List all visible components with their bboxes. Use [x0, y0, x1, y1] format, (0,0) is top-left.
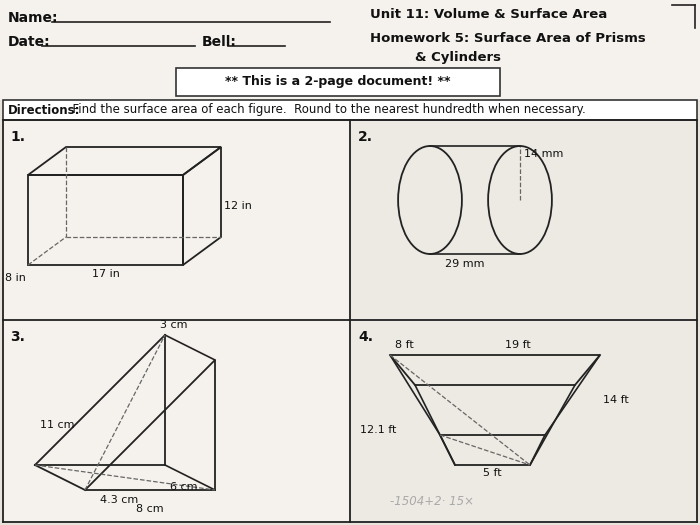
Text: 3 cm: 3 cm: [160, 320, 188, 330]
Text: 1.: 1.: [10, 130, 25, 144]
FancyBboxPatch shape: [351, 121, 696, 319]
FancyBboxPatch shape: [3, 100, 697, 120]
FancyBboxPatch shape: [4, 321, 349, 521]
Text: 12 in: 12 in: [224, 201, 252, 211]
Text: Unit 11: Volume & Surface Area: Unit 11: Volume & Surface Area: [370, 7, 608, 20]
Text: Find the surface area of each figure.  Round to the nearest hundredth when neces: Find the surface area of each figure. Ro…: [65, 103, 586, 117]
Text: 4.3 cm: 4.3 cm: [100, 495, 139, 505]
Text: 17 in: 17 in: [92, 269, 120, 279]
Text: ** This is a 2-page document! **: ** This is a 2-page document! **: [225, 76, 451, 89]
Text: Name:: Name:: [8, 11, 59, 25]
Text: 6 cm: 6 cm: [170, 482, 197, 492]
Text: 3.: 3.: [10, 330, 25, 344]
Text: & Cylinders: & Cylinders: [415, 51, 501, 65]
Text: 5 ft: 5 ft: [483, 468, 501, 478]
FancyBboxPatch shape: [0, 0, 700, 100]
Text: 8 ft: 8 ft: [395, 340, 414, 350]
Text: 8 in: 8 in: [5, 273, 26, 283]
Text: 11 cm: 11 cm: [40, 420, 74, 430]
Text: Homework 5: Surface Area of Prisms: Homework 5: Surface Area of Prisms: [370, 32, 645, 45]
FancyBboxPatch shape: [351, 321, 696, 521]
Text: Date:: Date:: [8, 35, 50, 49]
FancyBboxPatch shape: [4, 121, 349, 319]
Text: Bell:: Bell:: [202, 35, 237, 49]
Text: Directions:: Directions:: [8, 103, 81, 117]
Text: 2.: 2.: [358, 130, 373, 144]
Text: 19 ft: 19 ft: [505, 340, 531, 350]
Text: 4.: 4.: [358, 330, 373, 344]
Text: -1504+2· 15×: -1504+2· 15×: [390, 495, 474, 508]
Text: 14 ft: 14 ft: [603, 395, 629, 405]
Text: 8 cm: 8 cm: [136, 504, 164, 514]
Text: 29 mm: 29 mm: [445, 259, 484, 269]
Text: 14 mm: 14 mm: [524, 149, 564, 159]
FancyBboxPatch shape: [176, 68, 500, 96]
Text: 12.1 ft: 12.1 ft: [360, 425, 396, 435]
